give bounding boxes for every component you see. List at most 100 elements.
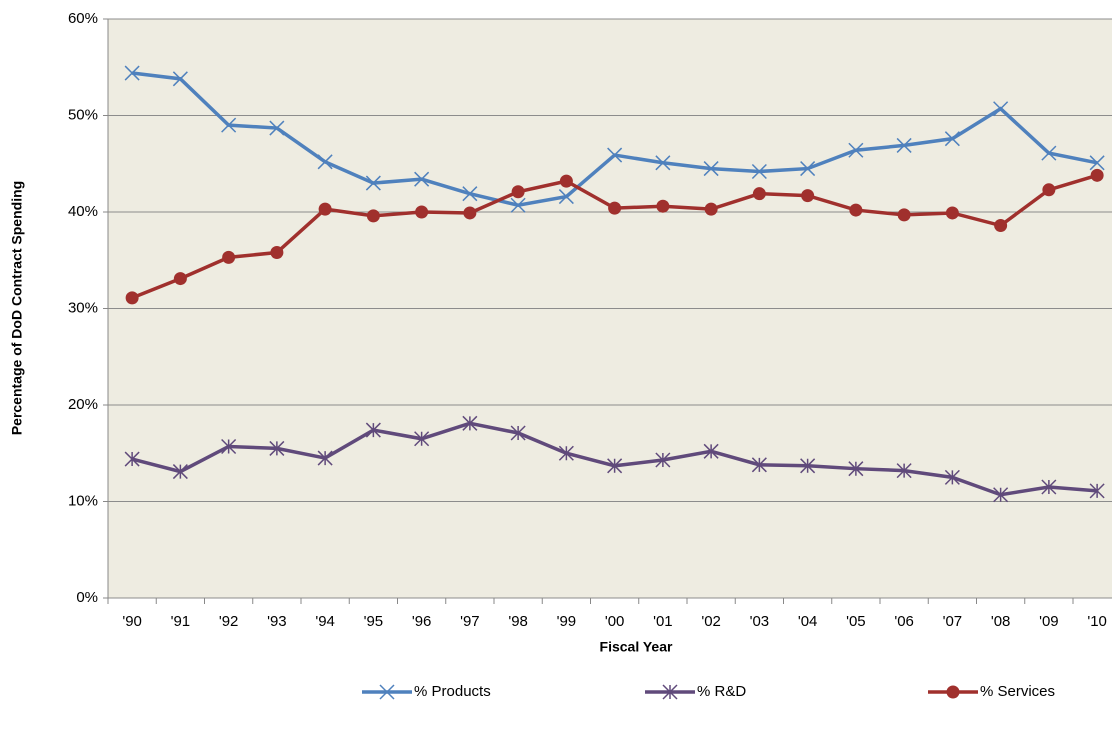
marker-cross [896, 137, 912, 153]
x-tick-label: '93 [267, 613, 287, 630]
x-tick-label: '06 [894, 613, 914, 630]
x-tick-label: '07 [943, 613, 963, 630]
marker [379, 684, 395, 700]
marker-dot [1042, 183, 1056, 197]
marker [945, 206, 959, 220]
marker [124, 65, 140, 81]
marker [1042, 183, 1056, 197]
marker-dot [946, 685, 960, 699]
marker-cross [462, 186, 478, 202]
marker-dot [608, 201, 622, 215]
marker [608, 201, 622, 215]
marker [415, 205, 429, 219]
marker [896, 463, 912, 479]
marker [172, 71, 188, 87]
marker-cross [414, 431, 430, 447]
marker-cross [993, 487, 1009, 503]
x-tick-label: '04 [798, 613, 818, 630]
x-tick-label: '91 [171, 613, 191, 630]
marker-cross [124, 451, 140, 467]
marker-cross [607, 147, 623, 163]
marker-cross [896, 463, 912, 479]
x-tick-label: '02 [701, 613, 721, 630]
y-tick-label: 60% [68, 10, 98, 27]
legend-label: % Products [414, 683, 491, 700]
marker [270, 246, 284, 260]
marker-cross [172, 71, 188, 87]
marker [848, 142, 864, 158]
marker [462, 415, 478, 431]
marker [317, 154, 333, 170]
marker-cross [800, 458, 816, 474]
marker-dot [994, 219, 1008, 233]
marker-cross [800, 161, 816, 177]
marker [662, 684, 678, 700]
marker [558, 445, 574, 461]
marker [800, 458, 816, 474]
marker-dot [318, 202, 332, 216]
marker-cross [317, 154, 333, 170]
marker-cross [221, 117, 237, 133]
marker [751, 163, 767, 180]
x-tick-label: '97 [460, 613, 480, 630]
marker-cross [221, 438, 237, 455]
marker [511, 185, 525, 199]
marker-dot [849, 203, 863, 217]
x-tick-label: '98 [508, 613, 528, 630]
marker [655, 155, 671, 171]
marker-cross [1089, 483, 1105, 499]
marker [993, 487, 1009, 503]
marker-cross [655, 452, 671, 468]
y-tick-label: 0% [76, 589, 98, 606]
marker-cross [379, 684, 395, 700]
marker [559, 174, 573, 188]
marker-dot [222, 250, 236, 264]
marker [656, 199, 670, 213]
marker [510, 197, 526, 213]
marker-dot [752, 187, 766, 201]
marker-cross [944, 469, 960, 485]
marker [414, 171, 430, 187]
marker-dot [704, 202, 718, 216]
marker [703, 443, 719, 459]
marker [944, 131, 960, 147]
marker [751, 457, 767, 473]
marker-cross [751, 163, 767, 180]
marker [558, 189, 574, 205]
x-tick-label: '90 [122, 613, 142, 630]
marker [414, 431, 430, 447]
marker [848, 461, 864, 477]
x-tick-label: '01 [653, 613, 673, 630]
marker-cross [944, 131, 960, 147]
marker-cross [993, 101, 1009, 117]
marker-cross [1041, 479, 1057, 495]
x-tick-label: '96 [412, 613, 432, 630]
marker [269, 120, 285, 136]
x-tick-label: '00 [605, 613, 625, 630]
marker [1041, 479, 1057, 495]
marker [801, 189, 815, 203]
marker-cross [703, 161, 719, 177]
marker-cross [558, 445, 574, 461]
marker-cross [1041, 145, 1057, 161]
marker-cross [751, 457, 767, 473]
y-tick-label: 10% [68, 492, 98, 509]
marker-cross [607, 458, 623, 474]
legend-label: % R&D [697, 683, 746, 700]
marker-dot [1090, 168, 1104, 182]
marker [944, 469, 960, 485]
marker [317, 450, 333, 466]
x-tick-label: '99 [557, 613, 577, 630]
y-axis-title: Percentage of DoD Contract Spending [9, 181, 25, 435]
marker [510, 425, 526, 441]
marker [1089, 155, 1105, 171]
marker [655, 452, 671, 468]
marker-dot [945, 206, 959, 220]
marker [222, 250, 236, 264]
marker-dot [366, 209, 380, 223]
marker [365, 422, 381, 438]
marker [173, 272, 187, 286]
marker [704, 202, 718, 216]
marker [607, 147, 623, 163]
